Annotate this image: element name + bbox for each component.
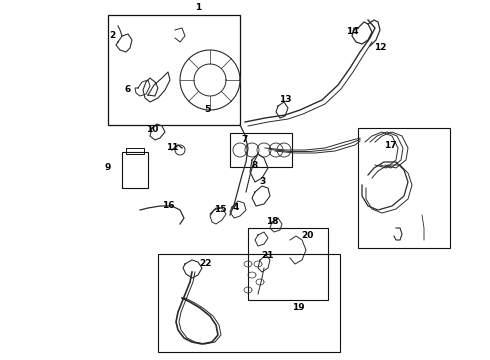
Text: 9: 9 (105, 163, 111, 172)
Text: 22: 22 (199, 258, 211, 267)
Text: 5: 5 (204, 105, 210, 114)
Text: 13: 13 (279, 95, 291, 104)
Text: 1: 1 (195, 4, 201, 13)
Text: 18: 18 (266, 217, 278, 226)
Text: 3: 3 (259, 177, 265, 186)
Bar (248, 228, 328, 300)
Bar (230, 133, 292, 167)
Text: 11: 11 (166, 144, 178, 153)
Bar (158, 254, 340, 352)
Text: 8: 8 (252, 161, 258, 170)
Bar (108, 15, 240, 125)
Bar (126, 148, 144, 154)
Text: 17: 17 (384, 140, 396, 149)
Text: 20: 20 (301, 230, 313, 239)
Text: 6: 6 (125, 85, 131, 94)
Text: 2: 2 (109, 31, 115, 40)
Text: 7: 7 (242, 135, 248, 144)
Text: 19: 19 (292, 303, 304, 312)
Text: 16: 16 (162, 201, 174, 210)
Text: 21: 21 (261, 252, 273, 261)
Text: 15: 15 (214, 206, 226, 215)
Bar (122, 152, 148, 188)
Text: 14: 14 (345, 27, 358, 36)
Text: 12: 12 (374, 44, 386, 53)
Bar (358, 128, 450, 248)
Text: 10: 10 (146, 126, 158, 135)
Text: 4: 4 (233, 202, 239, 211)
